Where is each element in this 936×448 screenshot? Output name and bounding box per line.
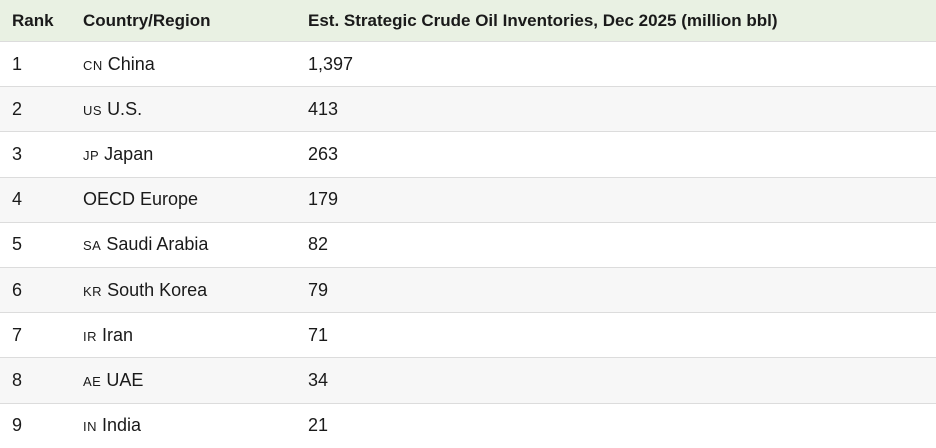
flag-code: IR	[83, 328, 97, 344]
value-cell: 179	[308, 189, 339, 210]
header-row: Rank Country/Region Est. Strategic Crude…	[0, 0, 936, 41]
table-row: 1 CN China 1,397	[0, 41, 936, 86]
value-cell: 21	[308, 415, 329, 436]
header-cell: Rank	[12, 10, 54, 30]
country-cell: AE UAE	[83, 370, 143, 391]
rank-cell: 1	[12, 53, 23, 74]
country-cell: IR Iran	[83, 325, 133, 346]
table-row: 2 US U.S. 413	[0, 86, 936, 132]
country-name: China	[107, 53, 155, 74]
table-row: 3 JP Japan 263	[0, 131, 936, 176]
value-cell: 413	[308, 98, 339, 119]
flag-code: IN	[83, 419, 97, 435]
header-cell: Est. Strategic Crude Oil Inventories, De…	[308, 10, 778, 30]
rank-cell: 4	[12, 189, 23, 210]
rank-cell: 7	[12, 324, 23, 345]
rank-cell: 2	[12, 98, 23, 119]
country-cell: US U.S.	[83, 99, 142, 120]
country-name: India	[102, 415, 142, 436]
table-row: 6 KR South Korea 79	[0, 266, 936, 313]
flag-code: KR	[83, 283, 103, 299]
country-cell: OECD Europe	[83, 189, 198, 210]
rank-cell: 5	[12, 234, 23, 255]
table-row: 8 AE UAE 34	[0, 357, 936, 403]
country-name: Iran	[102, 324, 134, 345]
rank-cell: 3	[12, 143, 23, 164]
country-name: South Korea	[107, 279, 208, 300]
value-cell: 263	[308, 143, 339, 164]
country-name: UAE	[106, 369, 144, 390]
country-cell: IN India	[83, 415, 141, 436]
country-name: U.S.	[107, 98, 143, 119]
country-name: OECD Europe	[83, 189, 199, 210]
country-name: Japan	[104, 143, 154, 164]
table-row: 4 OECD Europe 179	[0, 176, 936, 222]
rank-cell: 6	[12, 279, 23, 300]
country-name: Saudi Arabia	[106, 234, 209, 255]
value-cell: 34	[308, 369, 329, 390]
rank-cell: 8	[12, 369, 23, 390]
country-cell: SA Saudi Arabia	[83, 234, 208, 255]
flag-code: US	[83, 102, 103, 118]
country-cell: JP Japan	[83, 144, 153, 165]
header-cell: Country/Region	[83, 10, 211, 30]
value-cell: 71	[308, 324, 329, 345]
table-row: 9 IN India 21	[0, 402, 936, 448]
flag-code: JP	[83, 147, 100, 163]
country-cell: CN China	[83, 54, 155, 75]
flag-code: SA	[83, 238, 102, 254]
value-cell: 79	[308, 279, 329, 300]
table-row: 7 IR Iran 71	[0, 312, 936, 357]
flag-code: CN	[83, 57, 103, 73]
value-cell: 82	[308, 234, 329, 255]
rank-cell: 9	[12, 415, 23, 436]
table-row: 5 SA Saudi Arabia 82	[0, 221, 936, 267]
value-cell: 1,397	[308, 53, 354, 74]
country-cell: KR South Korea	[83, 280, 207, 301]
flag-code: AE	[83, 373, 102, 389]
table-body: 1 CN China 1,397 2 US U.S. 413 3 JP Japan 263 4 OECD …	[0, 41, 936, 448]
